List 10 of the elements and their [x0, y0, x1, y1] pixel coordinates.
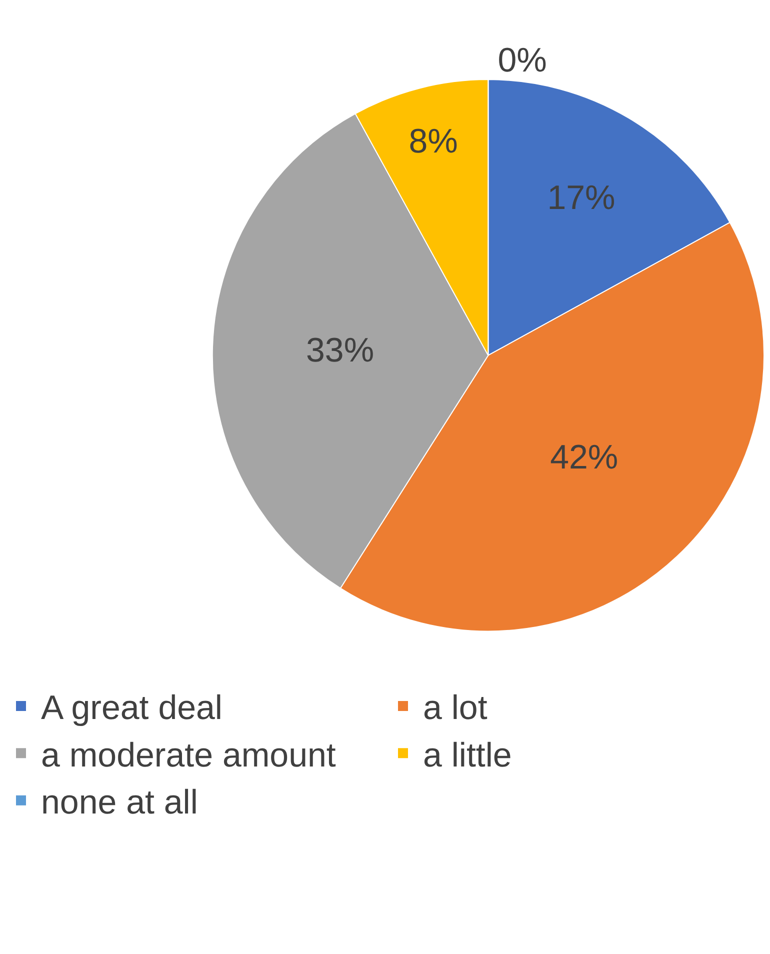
legend-label: a little	[423, 736, 512, 774]
legend-label: a moderate amount	[41, 736, 336, 774]
legend-label: none at all	[41, 784, 198, 822]
data-label: 8%	[408, 122, 458, 160]
legend-label: a lot	[423, 689, 488, 728]
data-label: 17%	[547, 179, 616, 218]
legend-label: A great deal	[41, 689, 222, 728]
text: 0%	[498, 42, 547, 80]
data-label: 42%	[550, 438, 618, 476]
data-label: 33%	[306, 332, 374, 370]
